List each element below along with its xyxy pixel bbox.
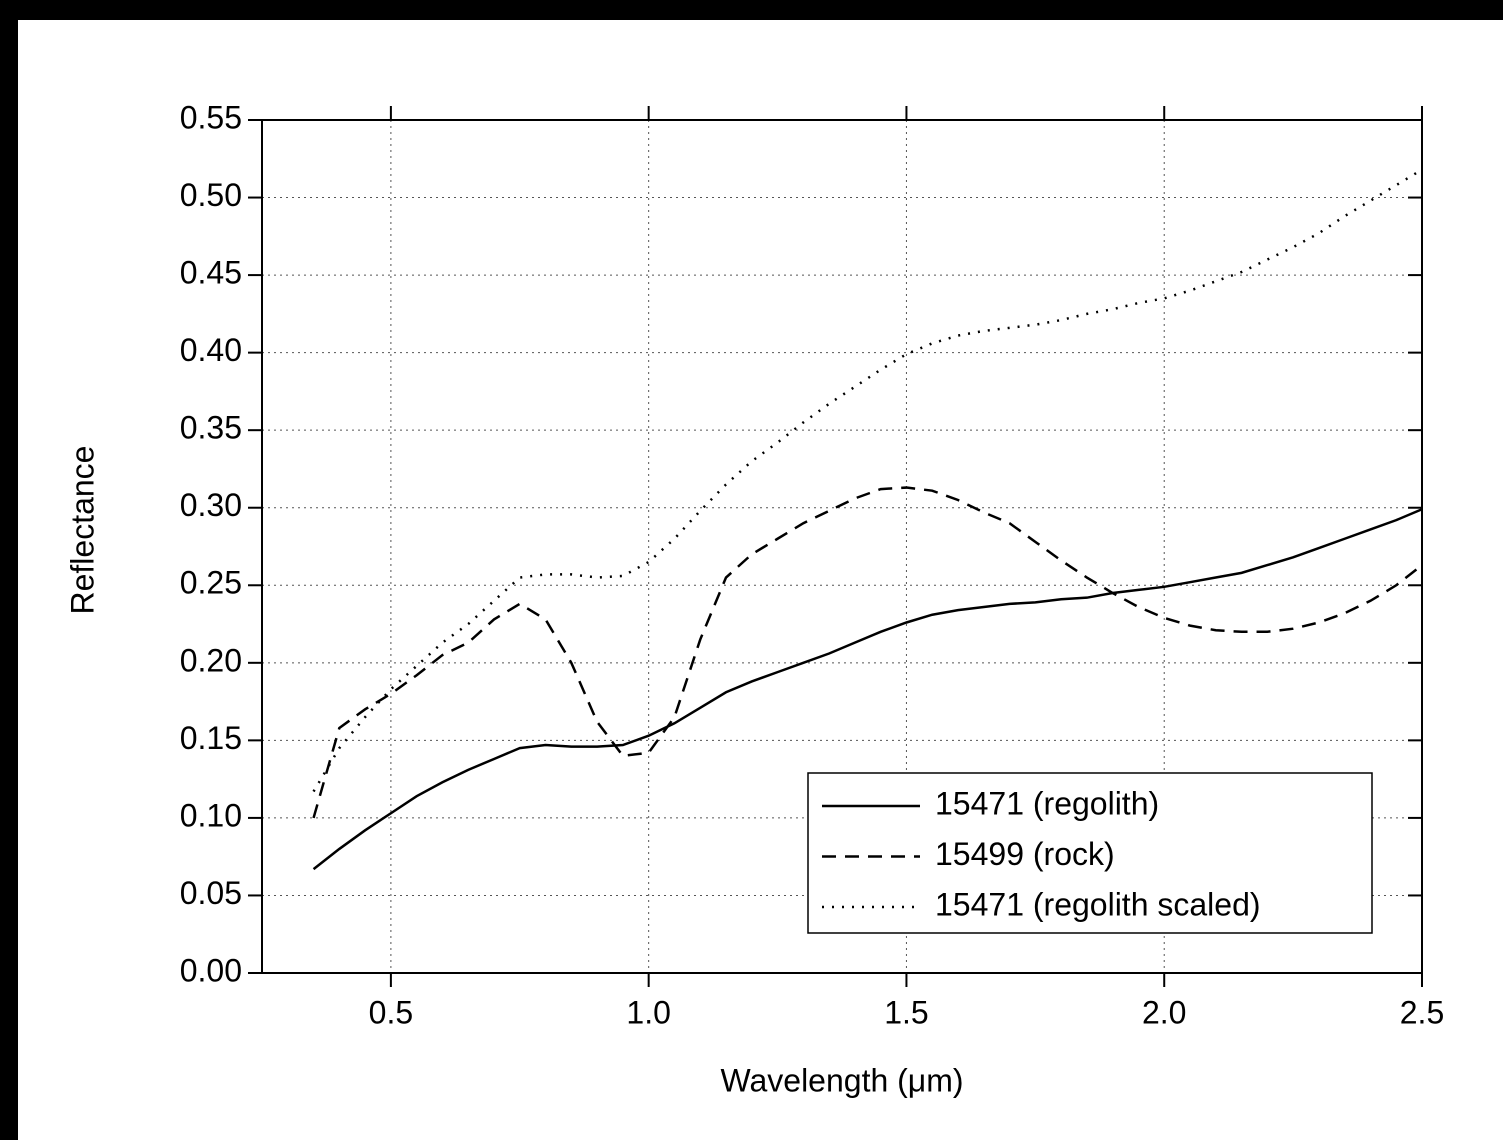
y-tick-label: 0.55 [180,99,242,135]
legend-label: 15471 (regolith) [935,785,1159,821]
legend-label: 15471 (regolith scaled) [935,886,1261,922]
y-tick-label: 0.05 [180,875,242,911]
x-axis-title: Wavelength (μm) [720,1062,963,1098]
y-tick-label: 0.25 [180,565,242,601]
y-tick-label: 0.15 [180,720,242,756]
y-tick-label: 0.20 [180,642,242,678]
series-line [312,486,1423,819]
legend-label: 15499 (rock) [935,836,1115,872]
y-tick-label: 0.40 [180,332,242,368]
frame-left [0,0,18,1140]
y-tick-label: 0.10 [180,797,242,833]
series-line [312,168,1423,793]
y-tick-label: 0.30 [180,487,242,523]
y-tick-label: 0.50 [180,177,242,213]
y-tick-label: 0.45 [180,255,242,291]
y-tick-label: 0.00 [180,952,242,988]
x-tick-label: 1.0 [626,994,670,1030]
x-tick-label: 0.5 [369,994,413,1030]
x-tick-label: 2.0 [1142,994,1186,1030]
y-axis-title: Reflectance [64,446,100,615]
frame-top [0,0,1503,20]
plot-frame [261,119,1423,974]
x-tick-label: 1.5 [884,994,928,1030]
x-tick-label: 2.5 [1400,994,1444,1030]
series-line [312,508,1423,871]
y-tick-label: 0.35 [180,410,242,446]
